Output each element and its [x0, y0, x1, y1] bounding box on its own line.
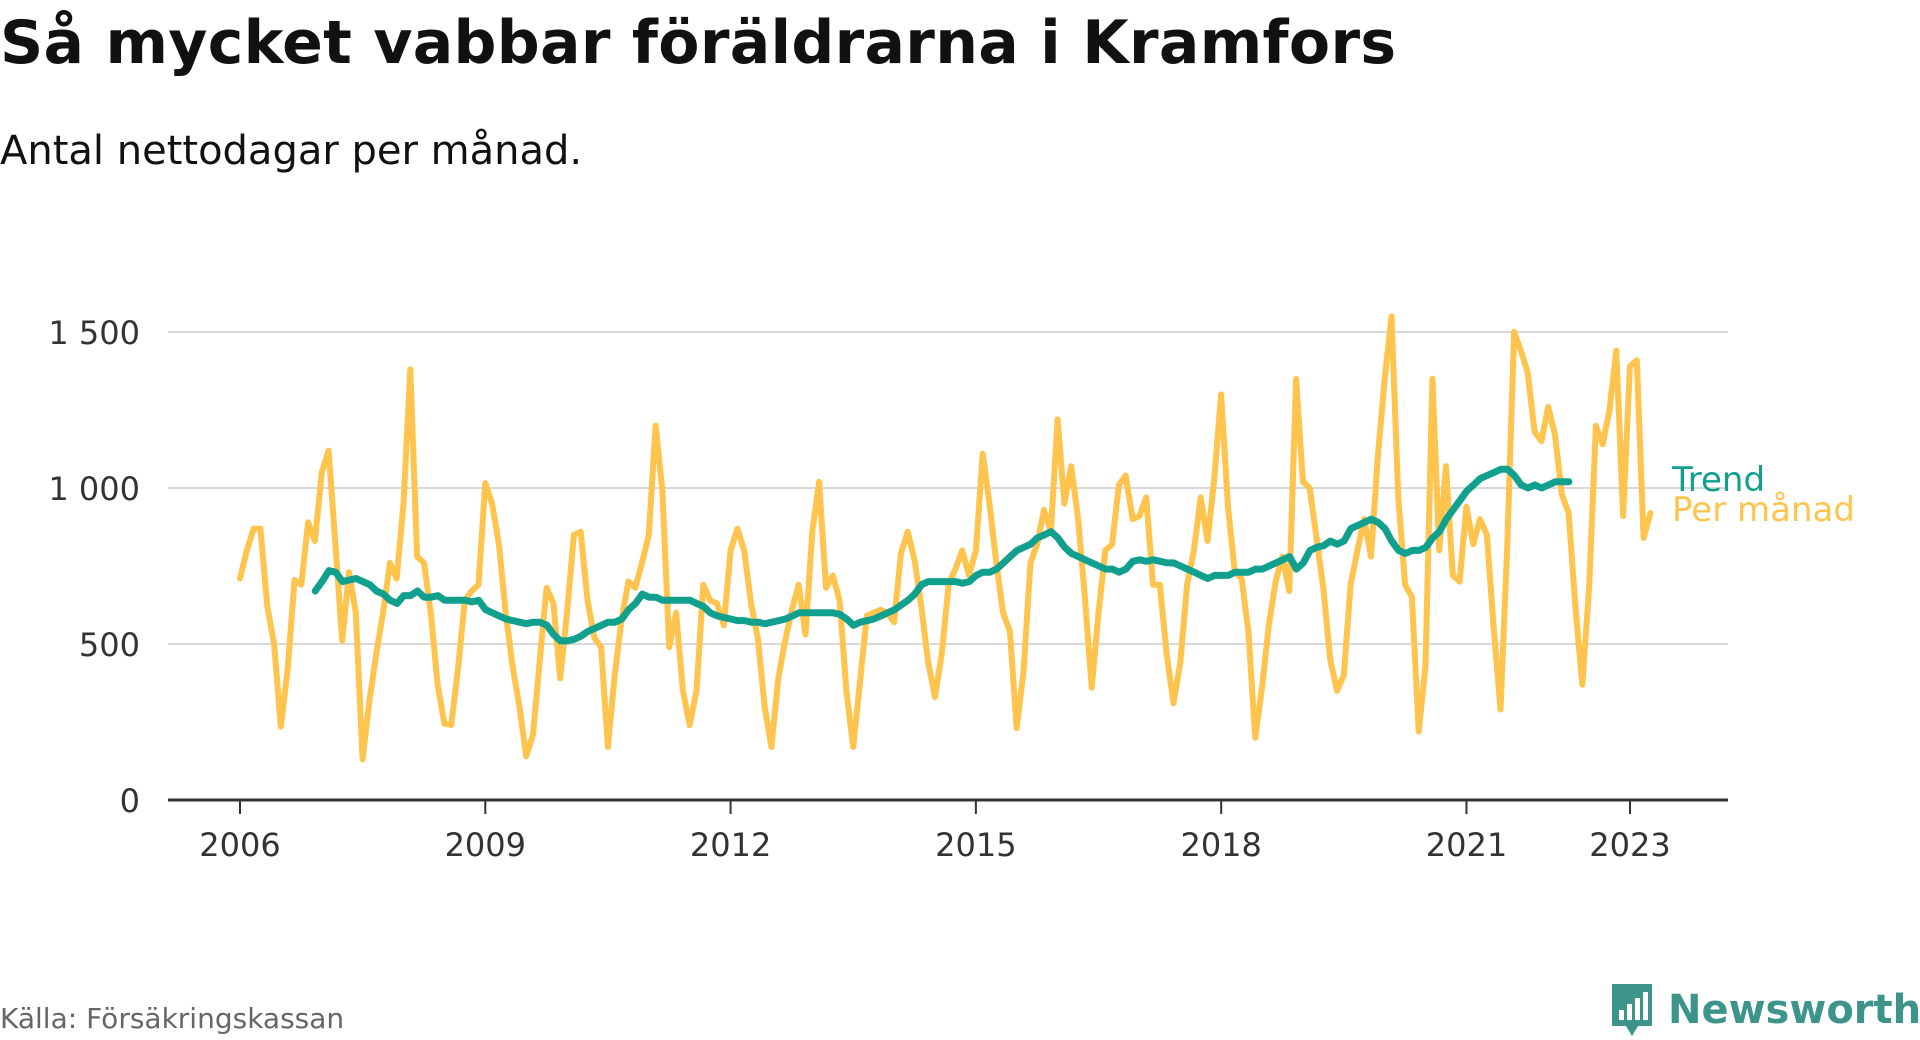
x-tick-label-2015: 2015: [935, 826, 1016, 864]
x-tick-label-2023: 2023: [1589, 826, 1670, 864]
x-tick-label-2009: 2009: [445, 826, 526, 864]
x-tick-label-2021: 2021: [1426, 826, 1507, 864]
chart-subtitle: Antal nettodagar per månad.: [0, 128, 583, 174]
source-note: Källa: Försäkringskassan: [0, 1002, 345, 1035]
series-line-per-manad: [237, 313, 1654, 763]
y-tick-label-0: 0: [120, 782, 140, 820]
series-label-per-manad: Per månad: [1672, 490, 1855, 530]
y-tick-label-1000: 1 000: [48, 470, 140, 508]
y-tick-label-500: 500: [79, 626, 140, 664]
x-tick-label-2006: 2006: [199, 826, 280, 864]
newsworthy-logo: Newsworthy: [1608, 980, 1920, 1040]
newsworthy-logo-text: Newsworthy: [1668, 987, 1920, 1033]
chart-title: Så mycket vabbar föräldrarna i Kramfors: [0, 8, 1397, 78]
series-line-trend: [311, 465, 1573, 645]
newsworthy-logo-icon: [1612, 984, 1652, 1036]
y-tick-label-1500: 1 500: [48, 314, 140, 352]
x-tick-label-2012: 2012: [690, 826, 771, 864]
x-tick-label-2018: 2018: [1180, 826, 1261, 864]
series-label-trend: Trend: [1671, 460, 1765, 500]
